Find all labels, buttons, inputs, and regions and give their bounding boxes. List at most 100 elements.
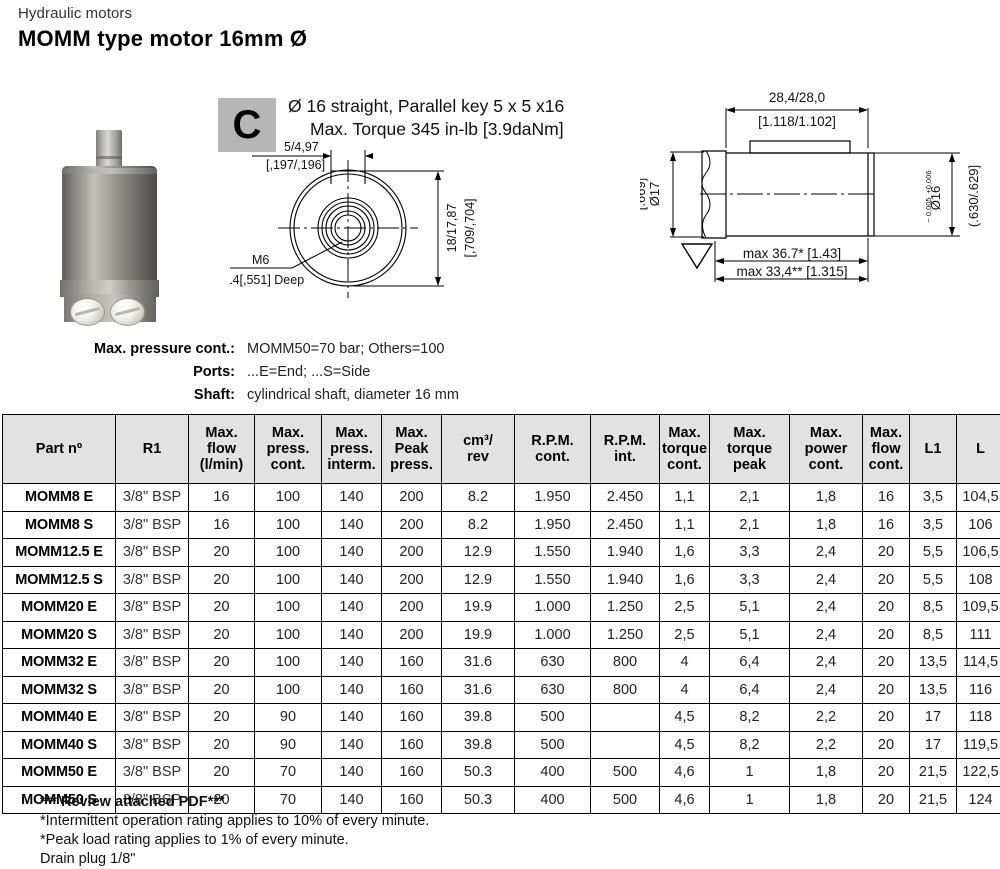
table-cell: 2,4 [790,566,863,594]
table-col-header-line: Max. [790,425,862,441]
table-cell: 2,1 [710,484,790,512]
table-cell: 630 [515,676,591,704]
table-cell: 4,6 [660,759,710,787]
table-cell: 122,5 [957,759,1000,787]
specs-list: Max. pressure cont.: MOMM50=70 bar; Othe… [60,338,530,407]
table-cell: 140 [322,484,382,512]
table-col-header-line: cont. [863,457,909,473]
table-cell: 20 [863,731,910,759]
table-cell: 200 [382,539,442,567]
table-cell: 8,2 [710,704,790,732]
table-cell: 20 [189,676,255,704]
table-cell: 5,1 [710,594,790,622]
table-cell-r1: 3/8" BSP [116,649,189,677]
table-col-header-line: Peak [382,441,441,457]
table-col-header-line: rev [442,449,514,465]
table-col-header-line: Max. [660,425,709,441]
table-cell: 12.9 [442,566,515,594]
table-cell-r1: 3/8" BSP [116,621,189,649]
table-cell: 2.450 [591,511,660,539]
table-cell: 3,5 [910,511,957,539]
table-cell: 1,8 [790,786,863,814]
table-col-header-line: Max. [382,425,441,441]
table-cell: 20 [863,759,910,787]
table-col-header-line: int. [591,449,659,465]
table-cell: 1.940 [591,539,660,567]
table-cell: 4 [660,649,710,677]
table-cell-r1: 3/8" BSP [116,566,189,594]
table-cell: 70 [255,759,322,787]
table-cell: 2,5 [660,621,710,649]
end-view-drawing: 5/4,97 [,197/,196] 18/17,87 [,709/,704] … [230,140,530,310]
dim-key-width-mm: 5/4,97 [284,140,319,154]
table-col-header-4: Max.press.interm. [322,415,382,484]
table-cell: 6,4 [710,676,790,704]
table-col-header-line: Max. [863,425,909,441]
table-cell-r1: 3/8" BSP [116,676,189,704]
table-col-header-0: Part nº [3,415,116,484]
table-cell: 500 [591,786,660,814]
table-cell [591,704,660,732]
table-cell-part-number: MOMM32 E [3,649,116,677]
table-cell: 100 [255,676,322,704]
table-cell: 140 [322,566,382,594]
table-cell: 20 [189,704,255,732]
table-cell-part-number: MOMM40 E [3,704,116,732]
table-cell: 90 [255,704,322,732]
dim-length-max2: max 33,4** [1.315] [736,264,847,279]
table-cell: 400 [515,759,591,787]
flange-dia-in: [.669] [640,178,648,211]
table-cell: 1.950 [515,484,591,512]
table-cell: 500 [515,704,591,732]
photo-port-left [70,298,105,326]
table-cell: 100 [255,649,322,677]
table-cell: 31.6 [442,649,515,677]
table-cell: 1,8 [790,759,863,787]
dim-key-length-in: [1.118/1.102] [758,114,836,129]
table-cell: 140 [322,649,382,677]
table-cell: 1,1 [660,511,710,539]
table-cell: 111 [957,621,1000,649]
table-cell: 50.3 [442,759,515,787]
table-col-header-line: cont. [255,457,321,473]
table-cell: 1,1 [660,484,710,512]
table-col-header-line: Max. [255,425,321,441]
table-cell-r1: 3/8" BSP [116,594,189,622]
table-cell: 2,2 [790,704,863,732]
dim-height-mm: 18/17,87 [445,204,459,253]
table-col-header-line: interm. [322,457,381,473]
table-cell: 13,5 [910,649,957,677]
footnote-line-3: Drain plug 1/8" [40,850,429,869]
spec-label-shaft: Shaft: [60,384,247,407]
table-cell: 2,4 [790,676,863,704]
table-cell [591,731,660,759]
table-cell: 8.2 [442,484,515,512]
table-cell: 3,3 [710,566,790,594]
table-cell: 17 [910,731,957,759]
table-cell: 2.450 [591,484,660,512]
table-cell-part-number: MOMM20 S [3,621,116,649]
thread-depth-label: min 14[,551] Deep [230,273,304,287]
table-col-header-line: (l/min) [189,457,254,473]
table-cell: 20 [863,704,910,732]
table-cell: 6,4 [710,649,790,677]
table-cell: 39.8 [442,731,515,759]
table-cell: 160 [382,731,442,759]
table-cell: 1.940 [591,566,660,594]
table-cell-r1: 3/8" BSP [116,731,189,759]
